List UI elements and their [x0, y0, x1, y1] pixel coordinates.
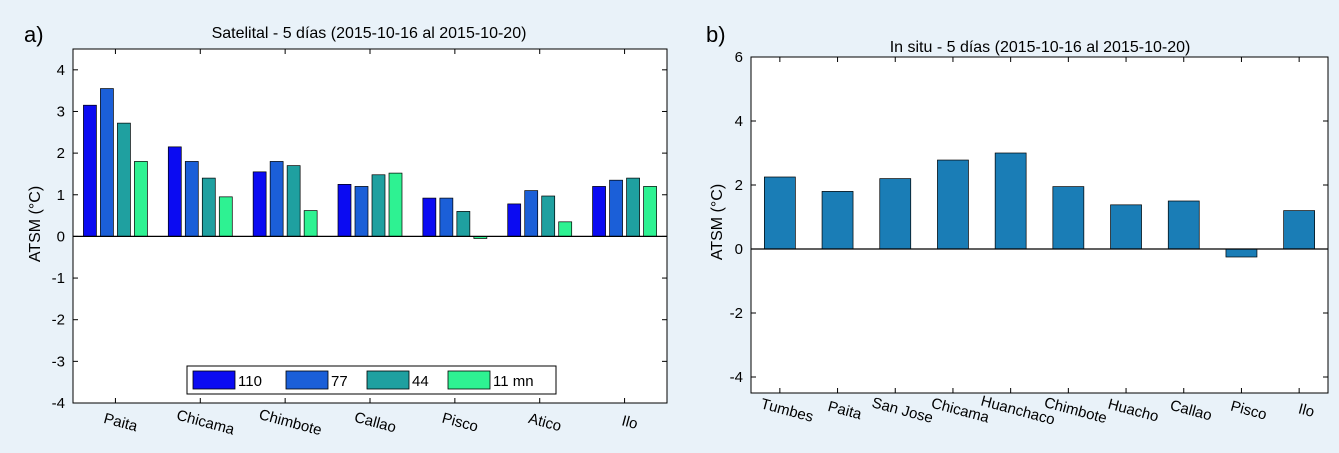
bar-huacho	[1110, 204, 1142, 250]
x-tick-label: Chimbote	[257, 406, 323, 439]
bar-pisco-77	[439, 197, 454, 237]
y-tick-label: 1	[57, 187, 65, 204]
panel-b-title: In situ - 5 días (2015-10-16 al 2015-10-…	[890, 39, 1191, 56]
legend-swatch-110	[192, 370, 236, 390]
legend-label-110: 110	[238, 373, 262, 390]
x-tick-label: Callao	[1168, 397, 1213, 424]
y-tick-label: 4	[57, 62, 65, 79]
bar-chimbote-77	[269, 161, 284, 237]
x-tick-label: Tumbes	[759, 396, 815, 426]
bar-huanchaco	[994, 152, 1027, 250]
y-tick-label: 6	[735, 49, 743, 66]
plot-area	[72, 48, 668, 404]
bar-chimbote-110	[252, 171, 267, 237]
panel-a-satellite-chart: a) Satelital - 5 días (2015-10-16 al 201…	[24, 22, 668, 439]
x-tick-label: Callao	[352, 409, 397, 436]
legend-swatch-11-mn	[447, 370, 491, 390]
x-tick-label: Ilo	[620, 412, 640, 433]
bar-san-jose	[879, 178, 912, 250]
bar-paita-11-mn	[134, 161, 148, 237]
bar-callao-44	[371, 174, 386, 237]
bar-ilo-44	[626, 177, 640, 237]
bar-paita-110	[83, 104, 97, 237]
bar-ilo-77	[609, 179, 623, 237]
legend-label-11-mn: 11 mn	[493, 373, 534, 390]
bar-chimbote	[1052, 186, 1085, 250]
y-tick-label: 0	[735, 241, 743, 258]
legend-swatch-44	[366, 370, 410, 390]
panel-a-title: Satelital - 5 días (2015-10-16 al 2015-1…	[212, 25, 527, 42]
y-tick-label: -2	[730, 305, 743, 322]
bar-callao	[1167, 200, 1200, 250]
bar-pisco	[1225, 248, 1258, 258]
bar-chicama	[937, 159, 969, 250]
bar-callao-11-mn	[388, 172, 403, 237]
y-tick-label: 0	[57, 228, 65, 245]
bar-pisco-44	[456, 211, 471, 237]
panel-a-label: a)	[24, 22, 44, 47]
panel-b-in-situ-chart: b) In situ - 5 días (2015-10-16 al 2015-…	[706, 22, 1329, 429]
bar-atico-77	[524, 190, 539, 237]
bar-ilo-11-mn	[643, 186, 657, 237]
bar-atico-11-mn	[558, 221, 573, 237]
bar-chimbote-44	[286, 165, 301, 237]
x-tick-label: San Jose	[870, 394, 935, 427]
y-tick-label: -1	[52, 270, 65, 287]
legend-swatch-77	[285, 370, 329, 390]
x-tick-label: Paita	[826, 398, 864, 423]
panel-b-label: b)	[706, 22, 726, 47]
bar-atico-110	[507, 203, 522, 237]
bar-atico-44	[541, 195, 556, 237]
y-tick-label: -3	[52, 353, 65, 370]
bar-chicama-44	[201, 177, 216, 237]
panel-b-ylabel: ATSM (°C)	[709, 184, 726, 260]
x-tick-label: Pisco	[440, 410, 480, 436]
x-tick-label: Huacho	[1106, 396, 1160, 426]
legend-label-77: 77	[331, 373, 348, 390]
x-tick-label: Ilo	[1296, 400, 1316, 421]
bar-chicama-11-mn	[218, 196, 233, 237]
y-tick-label: 2	[57, 145, 65, 162]
panel-a-ylabel: ATSM (°C)	[27, 186, 44, 262]
bar-pisco-110	[422, 197, 437, 237]
bar-ilo-110	[592, 186, 606, 237]
y-tick-label: 4	[735, 113, 743, 130]
x-tick-label: Pisco	[1229, 398, 1269, 424]
y-tick-label: -4	[730, 369, 743, 386]
bar-tumbes	[763, 176, 796, 250]
x-tick-label: Atico	[527, 410, 564, 435]
legend-label-44: 44	[412, 373, 429, 390]
bar-ilo	[1283, 210, 1316, 250]
bar-paita-44	[117, 122, 131, 237]
bar-paita-77	[100, 88, 114, 237]
x-tick-label: Paita	[102, 410, 140, 435]
bar-chimbote-11-mn	[303, 210, 318, 237]
x-tick-label: Chicama	[175, 407, 237, 439]
y-tick-label: 3	[57, 103, 65, 120]
bar-paita	[821, 191, 854, 250]
bar-chicama-77	[184, 161, 199, 237]
y-tick-label: -4	[52, 395, 65, 412]
bar-chicama-110	[167, 146, 182, 237]
y-tick-label: 2	[735, 177, 743, 194]
y-tick-label: -2	[52, 312, 65, 329]
bar-callao-110	[337, 184, 352, 237]
bar-callao-77	[354, 186, 369, 237]
